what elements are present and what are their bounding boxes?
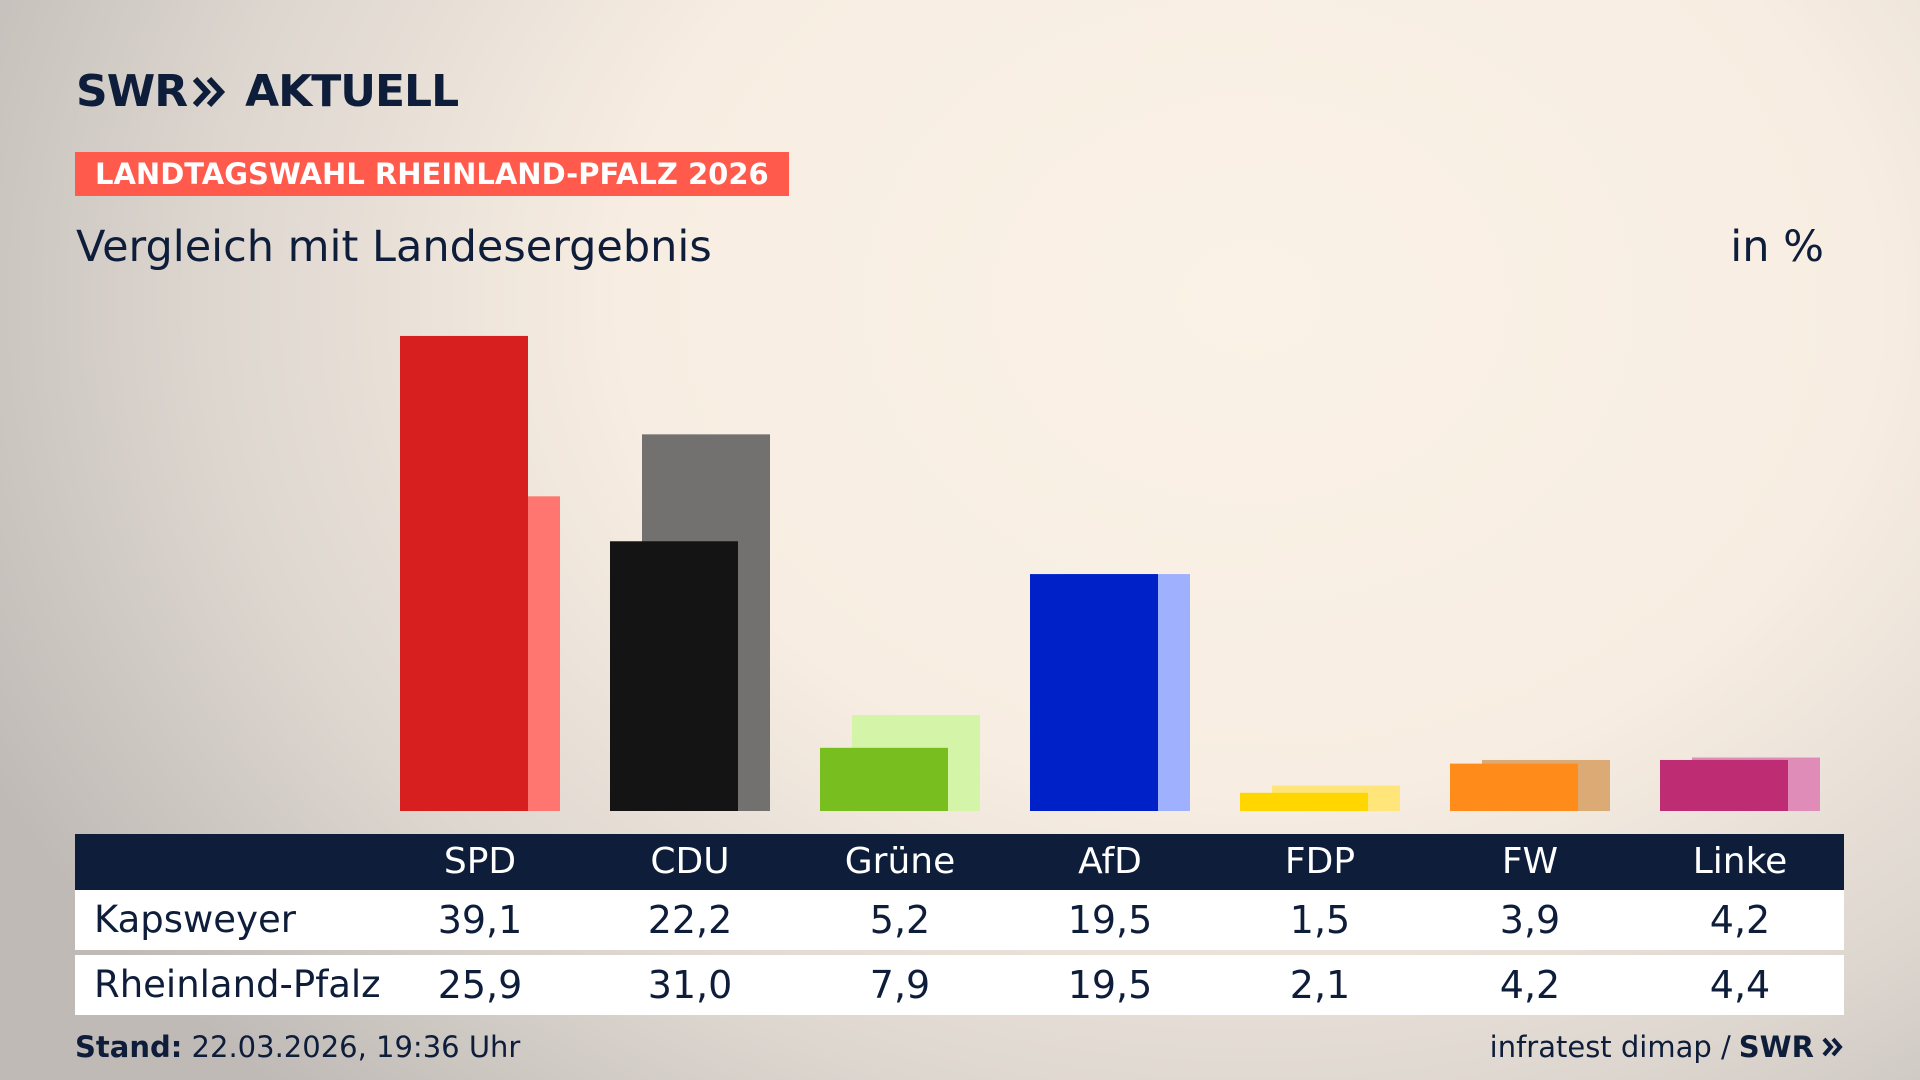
row-label: Kapsweyer bbox=[94, 898, 296, 941]
bar bbox=[1450, 763, 1578, 811]
brand-suffix: AKTUELL bbox=[245, 66, 459, 117]
value-label: 19,5 bbox=[1067, 963, 1153, 1007]
footer-label: Stand: bbox=[75, 1030, 183, 1064]
column-header: Grüne bbox=[844, 841, 956, 882]
bar bbox=[1660, 759, 1788, 811]
chevrons bbox=[193, 76, 226, 107]
value-label: 4,2 bbox=[1709, 898, 1771, 942]
footer: Stand: 22.03.2026, 19:36 Uhr bbox=[75, 1030, 520, 1064]
footer-date: 22.03.2026, 19:36 Uhr bbox=[191, 1030, 521, 1064]
table-row: Rheinland-Pfalz 25,9 31,0 7,9 19,5 2,1 4,2 4,4 bbox=[75, 955, 1844, 1015]
column-header: CDU bbox=[650, 841, 730, 882]
value-label: 4,2 bbox=[1499, 963, 1561, 1007]
value-label: 22,2 bbox=[647, 898, 733, 942]
value-label: 3,9 bbox=[1499, 898, 1561, 942]
value-label: 31,0 bbox=[647, 963, 733, 1007]
bar bbox=[610, 541, 738, 811]
source-text: infratest dimap / bbox=[1489, 1030, 1731, 1064]
table-header: SPD CDU Grüne AfD FDP FW Linke bbox=[75, 834, 1844, 890]
chevrons bbox=[1822, 1037, 1843, 1057]
brand: SWR bbox=[76, 66, 188, 117]
logo: SWR AKTUELL bbox=[76, 66, 459, 117]
column-header: FDP bbox=[1284, 841, 1356, 882]
column-header: AfD bbox=[1078, 841, 1142, 882]
value-label: 25,9 bbox=[437, 963, 523, 1007]
value-label: 2,1 bbox=[1289, 963, 1351, 1007]
bar-chart bbox=[400, 335, 1820, 811]
column-header: SPD bbox=[443, 841, 517, 882]
value-label: 1,5 bbox=[1289, 898, 1351, 942]
results-table: SPD CDU Grüne AfD FDP FW Linke Kapsweyer 39,1 22… bbox=[75, 834, 1844, 1015]
kicker: LANDTAGSWAHL RHEINLAND-PFALZ 2026 bbox=[75, 152, 789, 196]
bar bbox=[400, 335, 528, 811]
row-label: Rheinland-Pfalz bbox=[94, 963, 381, 1006]
bar bbox=[1240, 792, 1368, 811]
value-label: 19,5 bbox=[1067, 898, 1153, 942]
bar bbox=[820, 747, 948, 811]
value-label: 4,4 bbox=[1709, 963, 1771, 1007]
unit: in % bbox=[1730, 222, 1824, 272]
column-header: FW bbox=[1501, 841, 1559, 882]
value-label: 7,9 bbox=[869, 963, 931, 1007]
bar bbox=[1030, 574, 1158, 811]
column-header: Linke bbox=[1692, 841, 1788, 882]
source-brand: SWR bbox=[1738, 1030, 1814, 1064]
table-row: Kapsweyer 39,1 22,2 5,2 19,5 1,5 3,9 4,2 bbox=[75, 890, 1844, 950]
value-label: 39,1 bbox=[437, 898, 523, 942]
chart-title: Vergleich mit Landesergebnis bbox=[76, 222, 712, 272]
value-label: 5,2 bbox=[869, 898, 931, 942]
source: infratest dimap / SWR bbox=[1490, 1030, 1844, 1064]
